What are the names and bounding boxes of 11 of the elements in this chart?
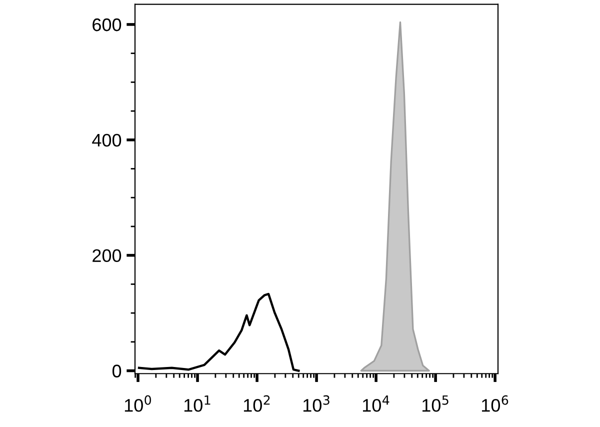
x-tick-label: 10$^{0}$ xyxy=(124,395,152,412)
y-tick-label: 200 xyxy=(92,249,122,262)
x-tick-label: 10$^{3}$ xyxy=(303,395,330,412)
x-tick-label: 10$^{5}$ xyxy=(422,395,448,412)
x-tick-label: 10$^{6}$ xyxy=(482,395,508,412)
x-tick-label: 10$^{2}$ xyxy=(244,395,270,412)
y-tick-label: 400 xyxy=(92,134,122,147)
y-tick-label: 600 xyxy=(92,18,122,32)
y-tick-label: 0 xyxy=(112,364,122,378)
x-tick-label: 10$^{4}$ xyxy=(362,395,390,412)
x-tick-label: 10$^{1}$ xyxy=(184,395,210,412)
